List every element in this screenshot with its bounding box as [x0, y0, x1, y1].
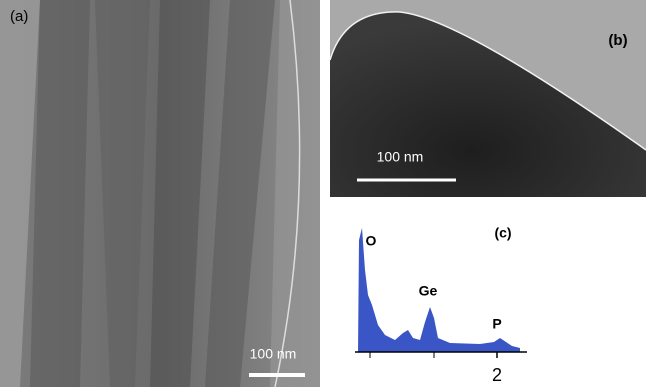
panel-c: 2 O Ge P (c) [335, 205, 527, 387]
panel-b: (b) 100 nm [330, 0, 646, 197]
x-tick-label: 2 [492, 365, 502, 385]
panel-label: (b) [608, 32, 627, 49]
panel-a: (a) 100 nm [0, 0, 320, 387]
page: (a) 100 nm (b) 100 nm 2 O Ge P (c) (() =… [0, 0, 646, 387]
peak-label: P [492, 316, 501, 332]
figure: (a) 100 nm (b) 100 nm 2 O Ge P (c) [0, 0, 646, 387]
scale-bar-label: 100 nm [250, 346, 297, 362]
peak-label: O [366, 233, 377, 249]
panel-label: (c) [494, 225, 511, 241]
fiber [30, 0, 90, 387]
peak-label: Ge [419, 283, 438, 299]
panel-label: (a) [10, 8, 28, 25]
scale-bar-label: 100 nm [377, 149, 424, 165]
